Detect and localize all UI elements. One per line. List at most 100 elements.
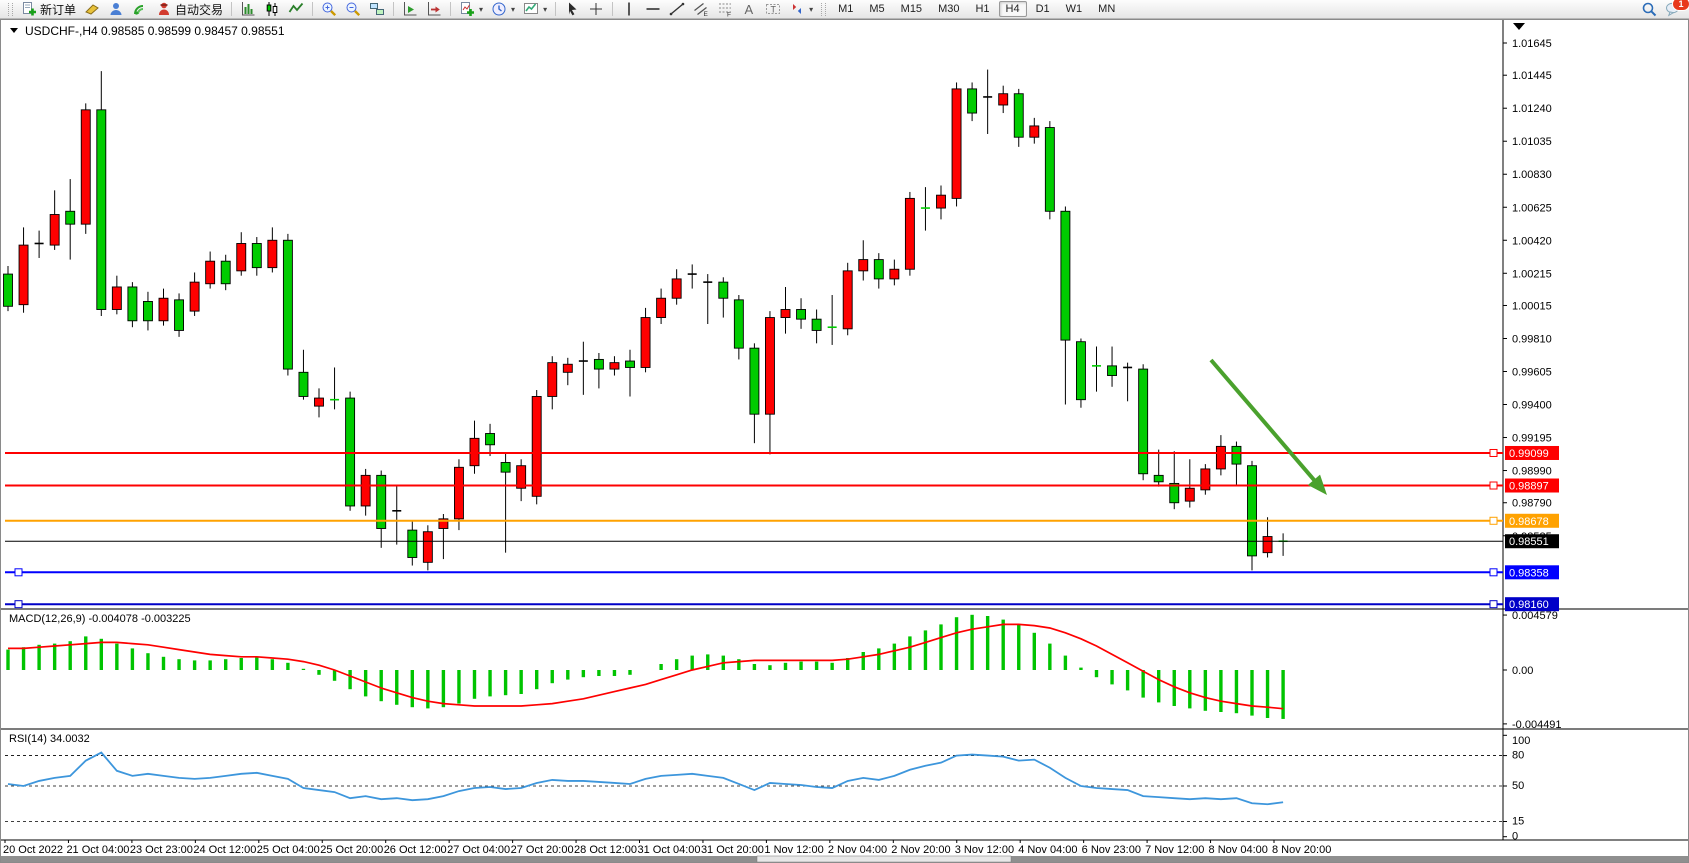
fibonacci-button[interactable]: F xyxy=(713,0,737,19)
trend-arrow-head[interactable] xyxy=(1307,474,1327,495)
candle xyxy=(1029,117,1040,144)
chevron-down-icon[interactable]: ▾ xyxy=(809,4,814,14)
candle xyxy=(220,254,231,291)
candle-body xyxy=(718,281,729,299)
new-order-button[interactable]: 新订单 xyxy=(17,0,80,19)
chevron-down-icon[interactable]: ▾ xyxy=(543,4,548,14)
line-chart-button[interactable] xyxy=(284,0,308,19)
candle xyxy=(330,367,340,410)
timeframe-m5-button[interactable]: M5 xyxy=(869,3,885,15)
zoom-in-icon xyxy=(321,1,337,17)
periods-icon xyxy=(491,1,507,17)
line-chart-icon xyxy=(288,1,304,17)
candle xyxy=(873,253,884,289)
candle xyxy=(18,227,29,313)
timeframe-m30-button[interactable]: M30 xyxy=(938,3,960,15)
profiles-button[interactable] xyxy=(104,0,128,19)
candle xyxy=(345,391,356,511)
candle-body xyxy=(1184,487,1195,502)
candle-body xyxy=(267,239,278,269)
trend-arrow-object[interactable] xyxy=(1209,358,1322,489)
candle xyxy=(127,282,138,328)
arrows-icon xyxy=(789,1,805,17)
line-handle[interactable] xyxy=(1489,481,1498,490)
chart-collapse-icon[interactable] xyxy=(10,28,18,33)
timeframe-mn-button[interactable]: MN xyxy=(1098,3,1116,15)
timeframe-m15-button[interactable]: M15 xyxy=(900,3,923,15)
text-label-button[interactable]: T xyxy=(761,0,785,19)
candle xyxy=(936,185,946,220)
price-tick-label: 0.99605 xyxy=(1512,367,1552,379)
auto-scroll-button[interactable] xyxy=(398,0,422,19)
bid-price-label-box xyxy=(1505,534,1559,549)
price-label-text: 0.98358 xyxy=(1509,567,1549,579)
chart-shift-marker-icon[interactable] xyxy=(1513,23,1525,30)
price-tick-label: 1.00420 xyxy=(1512,235,1552,247)
candle-body xyxy=(251,243,262,269)
h-scrollbar-thumb[interactable] xyxy=(756,855,1012,862)
arrows-button[interactable]: ▾ xyxy=(785,0,817,19)
date-label: 27 Oct 04:00 xyxy=(447,844,510,856)
charts-button[interactable] xyxy=(80,0,104,19)
candle xyxy=(1044,121,1055,220)
text-button[interactable]: A xyxy=(737,0,761,19)
trendline-button[interactable] xyxy=(665,0,689,19)
candle-body xyxy=(407,529,418,558)
candle xyxy=(780,286,791,334)
chevron-down-icon[interactable]: ▾ xyxy=(479,4,484,14)
line-handle[interactable] xyxy=(1489,568,1498,577)
candle xyxy=(983,69,993,134)
charts-icon xyxy=(84,1,100,17)
line-handle[interactable] xyxy=(14,600,23,609)
crosshair-button[interactable] xyxy=(584,0,608,19)
timeframe-w1-button[interactable]: W1 xyxy=(1065,3,1083,15)
signals-button[interactable] xyxy=(128,0,152,19)
zoom-out-button[interactable] xyxy=(341,0,365,19)
toolbar-separator xyxy=(231,2,233,16)
candle-body xyxy=(454,466,464,520)
indicators-button[interactable]: ▾ xyxy=(455,0,487,19)
zoom-in-button[interactable] xyxy=(317,0,341,19)
templates-button[interactable]: ▾ xyxy=(519,0,551,19)
timeframe-m1-button[interactable]: M1 xyxy=(838,3,854,15)
timeframe-h1-button[interactable]: H1 xyxy=(975,3,990,15)
line-handle[interactable] xyxy=(1489,448,1498,457)
candle xyxy=(298,349,309,400)
date-label: 21 Oct 04:00 xyxy=(66,844,129,856)
vertical-line-icon xyxy=(621,1,637,17)
line-handle[interactable] xyxy=(14,568,23,577)
candlestick-chart-button[interactable] xyxy=(260,0,284,19)
auto-trading-button[interactable]: 自动交易 xyxy=(152,0,227,19)
line-handle[interactable] xyxy=(1489,600,1498,609)
line-handle[interactable] xyxy=(1489,516,1498,525)
candle xyxy=(640,307,651,373)
candle xyxy=(392,485,402,545)
search-icon xyxy=(1641,1,1657,17)
search-button[interactable] xyxy=(1637,0,1661,19)
horizontal-line-button[interactable] xyxy=(641,0,665,19)
vertical-line-button[interactable] xyxy=(617,0,641,19)
timeframe-h4-button[interactable]: H4 xyxy=(998,1,1027,17)
candle-body xyxy=(1044,127,1055,212)
candle-body xyxy=(1231,445,1242,465)
periods-button[interactable]: ▾ xyxy=(487,0,519,19)
tile-windows-button[interactable] xyxy=(365,0,389,19)
candle xyxy=(282,233,293,376)
templates-icon xyxy=(523,1,539,17)
equidistant-channel-button[interactable]: E xyxy=(689,0,713,19)
candle xyxy=(951,82,962,207)
chart-shift-button[interactable] xyxy=(422,0,446,19)
candle xyxy=(236,232,247,276)
candle-body xyxy=(1138,368,1149,475)
timeframe-d1-button[interactable]: D1 xyxy=(1035,3,1050,15)
candle-body xyxy=(858,259,869,272)
candle xyxy=(174,293,185,337)
chat-button[interactable]: 1 xyxy=(1661,0,1689,19)
price-tick-label: 1.00215 xyxy=(1512,268,1552,280)
chevron-down-icon[interactable]: ▾ xyxy=(511,4,516,14)
cursor-button[interactable] xyxy=(560,0,584,19)
price-label-text: 0.98678 xyxy=(1509,516,1549,528)
bar-chart-button[interactable] xyxy=(236,0,260,19)
candle-body xyxy=(111,286,122,310)
candle xyxy=(267,227,278,273)
